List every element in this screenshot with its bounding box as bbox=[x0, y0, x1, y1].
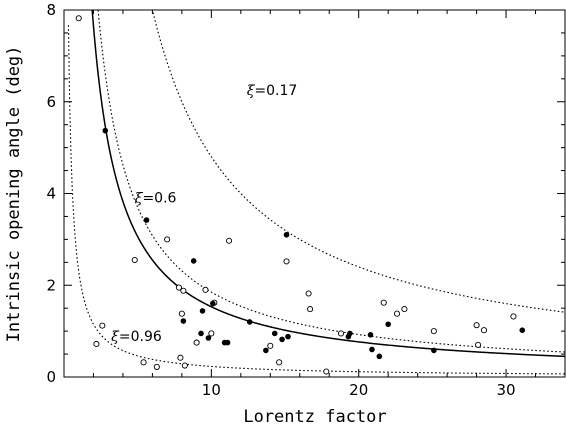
filled-point bbox=[279, 336, 285, 343]
open-point bbox=[193, 339, 200, 346]
filled-point bbox=[285, 333, 291, 340]
filled-point bbox=[205, 335, 212, 341]
open-point bbox=[276, 359, 283, 366]
open-point bbox=[178, 310, 185, 317]
filled-point bbox=[369, 346, 375, 353]
curves-layer bbox=[67, 10, 565, 375]
open-point bbox=[283, 258, 290, 265]
x-tick-label: 20 bbox=[349, 381, 368, 399]
filled-point bbox=[385, 321, 391, 328]
open-point bbox=[177, 354, 184, 361]
open-point bbox=[393, 310, 401, 317]
filled-point bbox=[190, 258, 197, 264]
annotations-layer: ξ=0.17 ξ=0.6 ξ=0.96 bbox=[111, 83, 297, 345]
open-point bbox=[473, 322, 480, 329]
filled-point bbox=[347, 330, 353, 337]
y-tick-label: 4 bbox=[46, 185, 56, 203]
filled-point bbox=[283, 231, 290, 238]
open-point bbox=[401, 306, 408, 313]
filled-point bbox=[198, 330, 204, 337]
x-tick-label: 10 bbox=[202, 381, 221, 399]
curve-3 bbox=[91, 10, 565, 358]
open-point bbox=[430, 328, 437, 335]
open-point bbox=[307, 306, 314, 313]
y-axis-title: Intrinsic opening angle (deg) bbox=[4, 46, 24, 343]
filled-point bbox=[210, 300, 216, 307]
curve-1 bbox=[151, 10, 565, 313]
open-point bbox=[337, 330, 345, 337]
open-point bbox=[131, 256, 138, 264]
ticks-layer: 10 20 30 0 2 4 6 8 bbox=[46, 1, 566, 399]
filled-point bbox=[199, 308, 206, 314]
open-point bbox=[93, 340, 100, 348]
filled-point bbox=[180, 318, 187, 324]
open-point bbox=[208, 330, 215, 337]
open-point bbox=[75, 15, 82, 22]
curve-4 bbox=[67, 25, 565, 375]
filled-point bbox=[143, 217, 150, 223]
open-point bbox=[225, 237, 233, 244]
open-point bbox=[164, 236, 171, 243]
open-point bbox=[202, 286, 209, 293]
open-point bbox=[267, 342, 274, 349]
open-point bbox=[181, 362, 188, 369]
open-points-layer bbox=[75, 15, 517, 375]
curve-label-4: ξ=0.96 bbox=[111, 329, 162, 345]
x-tick-label: 30 bbox=[497, 381, 516, 399]
filled-point bbox=[376, 353, 383, 360]
filled-point bbox=[102, 127, 109, 134]
open-point bbox=[305, 290, 312, 297]
y-tick-label: 8 bbox=[46, 1, 56, 19]
filled-point bbox=[224, 339, 231, 346]
filled-points-layer bbox=[102, 127, 526, 360]
open-point bbox=[323, 368, 330, 375]
y-tick-label: 2 bbox=[46, 276, 56, 294]
open-point bbox=[510, 313, 517, 320]
open-point bbox=[475, 341, 482, 348]
filled-point bbox=[367, 331, 374, 338]
open-point bbox=[175, 284, 182, 291]
open-point bbox=[480, 327, 488, 334]
curve-label-2: ξ=0.6 bbox=[135, 191, 177, 207]
curve-label-1: ξ=0.17 bbox=[247, 83, 298, 99]
open-point bbox=[180, 287, 187, 294]
y-tick-label: 6 bbox=[46, 93, 56, 111]
x-axis-title: Lorentz factor bbox=[243, 407, 386, 427]
y-tick-label: 0 bbox=[46, 368, 56, 386]
open-point bbox=[380, 299, 387, 306]
open-point bbox=[140, 359, 147, 366]
filled-point bbox=[431, 347, 437, 354]
filled-point bbox=[271, 330, 278, 337]
filled-point bbox=[246, 319, 253, 325]
filled-point bbox=[519, 327, 526, 334]
open-point bbox=[99, 322, 106, 329]
open-point bbox=[153, 363, 160, 370]
filled-point bbox=[263, 347, 269, 354]
curve-2 bbox=[97, 10, 565, 353]
